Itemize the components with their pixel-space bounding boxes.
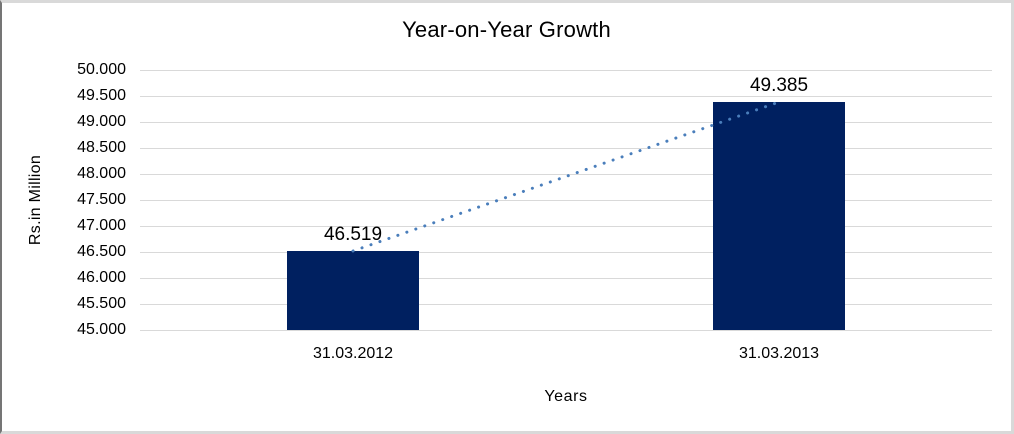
gridline xyxy=(140,252,992,253)
x-axis-title: Years xyxy=(544,388,588,405)
gridline xyxy=(140,70,992,71)
y-tick-label: 47.500 xyxy=(77,191,126,208)
gridline xyxy=(140,226,992,227)
y-tick-label: 45.500 xyxy=(77,295,126,312)
y-tick-label: 49.500 xyxy=(77,87,126,104)
x-tick-label: 31.03.2012 xyxy=(312,345,394,362)
data-label: 49.385 xyxy=(749,74,809,96)
y-tick-label: 47.000 xyxy=(77,217,126,234)
gridline xyxy=(140,200,992,201)
y-tick-label: 45.000 xyxy=(77,321,126,338)
trendline xyxy=(351,100,781,253)
gridline xyxy=(140,330,992,331)
plot-area: 46.519 49.385 xyxy=(140,70,992,331)
y-axis-tick-labels: 50.000 49.500 49.000 48.500 48.000 47.500 47.0… xyxy=(2,3,126,431)
gridline xyxy=(140,148,992,149)
y-tick-label: 46.500 xyxy=(77,243,126,260)
x-axis-tick-labels: 31.03.2012 31.03.2013 xyxy=(2,345,1011,367)
y-tick-label: 48.500 xyxy=(77,139,126,156)
gridline xyxy=(140,122,992,123)
chart-title: Year-on-Year Growth xyxy=(402,17,611,42)
y-tick-label: 50.000 xyxy=(77,61,126,78)
x-tick-label: 31.03.2013 xyxy=(738,345,820,362)
y-tick-label: 46.000 xyxy=(77,269,126,286)
data-label: 46.519 xyxy=(323,224,383,245)
bar xyxy=(287,251,419,330)
bar xyxy=(713,101,845,330)
gridline xyxy=(140,304,992,305)
y-tick-label: 49.000 xyxy=(77,113,126,130)
gridline xyxy=(140,278,992,279)
y-tick-label: 48.000 xyxy=(77,165,126,182)
gridline xyxy=(140,96,992,97)
gridline xyxy=(140,174,992,175)
